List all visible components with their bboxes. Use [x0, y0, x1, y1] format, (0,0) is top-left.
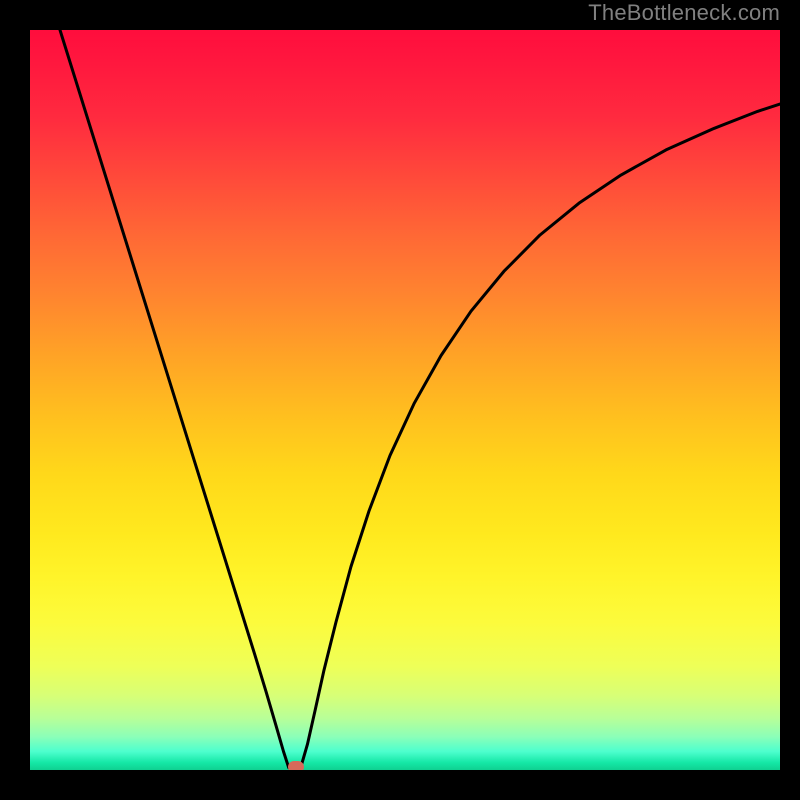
chart-frame: TheBottleneck.com: [0, 0, 800, 800]
bottleneck-curve: [60, 30, 780, 768]
bottleneck-curve-layer: [30, 30, 780, 770]
plot-area: [30, 30, 780, 770]
optimum-marker: [288, 761, 304, 770]
watermark-text: TheBottleneck.com: [588, 0, 780, 26]
